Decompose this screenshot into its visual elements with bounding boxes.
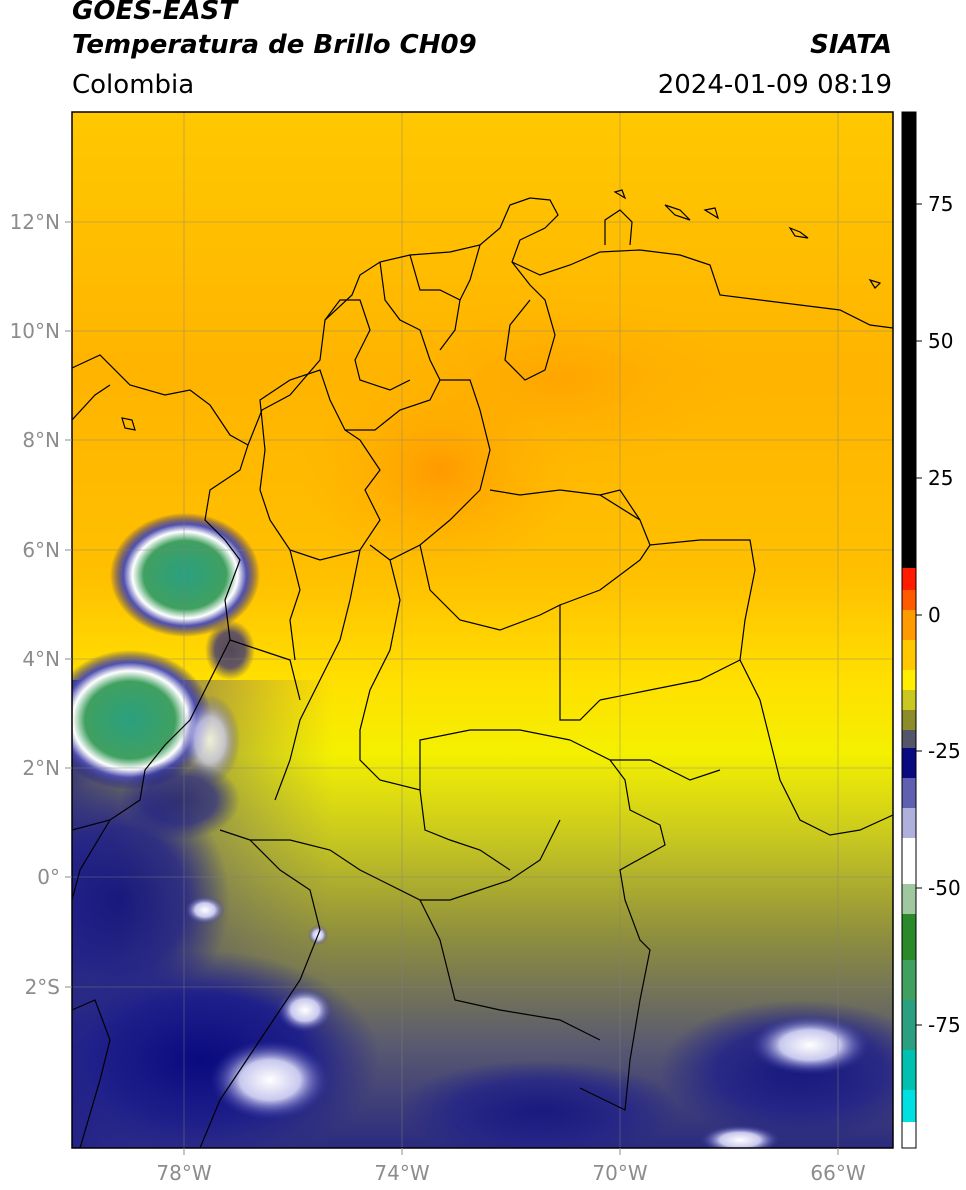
product-title: Temperatura de Brillo CH09	[72, 30, 477, 60]
colorbar-tick-label: -50	[928, 876, 961, 900]
boundaries	[72, 189, 893, 1148]
lon-tick-label: 66°W	[810, 1161, 865, 1185]
region-label: Colombia	[72, 70, 195, 100]
lat-tick-label: 12°N	[10, 210, 60, 234]
map-gridlines	[72, 112, 893, 1148]
lat-tick-label: 4°N	[22, 647, 60, 671]
colorbar-tick-label: -75	[928, 1013, 961, 1037]
colorbar-tick-label: 25	[928, 466, 953, 490]
datetime-label: 2024-01-09 08:19	[657, 70, 892, 100]
lat-tick-label: 2°S	[25, 975, 60, 999]
lon-tick-label: 74°W	[374, 1161, 429, 1185]
lat-tick-label: 2°N	[22, 756, 60, 780]
lat-tick-label: 6°N	[22, 538, 60, 562]
lon-tick-label: 70°W	[592, 1161, 647, 1185]
colorbar-tick-label: -25	[928, 739, 961, 763]
axis-tickmarks	[65, 221, 839, 1155]
colorbar-tick-label: 0	[928, 603, 941, 627]
lat-tick-label: 10°N	[10, 319, 60, 343]
satellite-title: GOES-EAST	[72, 0, 238, 26]
colorbar-tick-label: 75	[928, 192, 953, 216]
agency-label: SIATA	[810, 30, 892, 60]
lat-tick-label: 0°	[37, 865, 60, 889]
colorbar	[901, 111, 922, 1149]
map-frame	[71, 111, 894, 1149]
colorbar-tick-label: 50	[928, 329, 953, 353]
lat-tick-label: 8°N	[22, 428, 60, 452]
lon-tick-label: 78°W	[156, 1161, 211, 1185]
brightness-temperature-field	[72, 112, 893, 1148]
